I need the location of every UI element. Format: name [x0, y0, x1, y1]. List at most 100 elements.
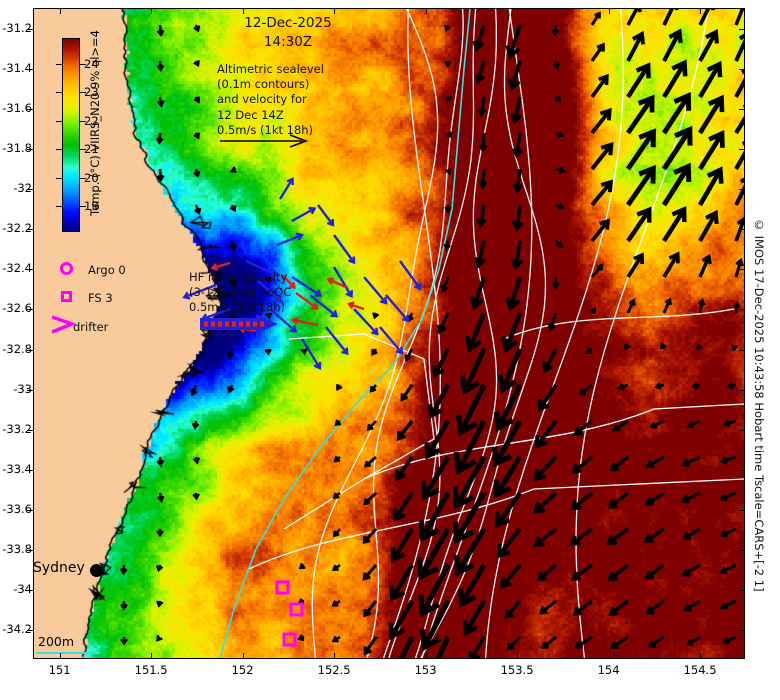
velocity-vector-head: [572, 606, 583, 616]
hf-radar-velocity-scale-arrow: [200, 314, 278, 334]
velocity-vector-head: [649, 421, 658, 430]
velocity-vector-head: [706, 60, 723, 78]
isobath-legend-line: [36, 652, 100, 654]
velocity-vector-head: [264, 276, 272, 284]
velocity-vector-head: [536, 571, 547, 582]
velocity-vector-head: [156, 64, 165, 72]
velocity-vector-head: [444, 60, 452, 68]
velocity-vector-head: [644, 570, 655, 580]
hf-radar-vector-head: [289, 325, 298, 333]
velocity-vector-head: [390, 547, 406, 563]
velocity-vector-head: [722, 637, 730, 645]
velocity-vector-head: [723, 419, 731, 428]
velocity-vector: [734, 150, 744, 171]
sst-heatmap-canvas: [34, 9, 744, 658]
hf-radar-vector: [353, 308, 379, 335]
velocity-vector-head: [417, 594, 441, 618]
velocity-vector: [698, 212, 718, 243]
legend-label-argo: Argo 0: [88, 263, 126, 277]
velocity-vector-head: [192, 457, 201, 465]
x-tick-label: 154: [597, 663, 620, 677]
y-tick-mark-right: [739, 309, 745, 311]
hf-radar-vector: [317, 204, 334, 226]
hf-radar-vector: [269, 308, 297, 333]
velocity-vector: [647, 455, 665, 468]
velocity-vector-head: [473, 256, 487, 269]
velocity-vector-head: [681, 568, 691, 577]
hf-radar-vector-red: [212, 261, 231, 270]
x-tick-mark-top: [608, 8, 610, 14]
velocity-vector: [662, 253, 680, 278]
hf-radar-vector-head: [295, 232, 304, 241]
y-tick-label: -33.4: [2, 461, 32, 476]
hf-radar-vector-head: [308, 206, 317, 215]
velocity-vector-head: [395, 469, 407, 482]
velocity-vector-head: [735, 257, 744, 267]
velocity-vector-head: [617, 383, 625, 391]
velocity-vector-head: [638, 164, 656, 184]
velocity-vector-head: [600, 179, 614, 193]
velocity-vector-head: [297, 634, 305, 642]
colorbar-tick-label: 21: [84, 142, 99, 157]
colorbar-tick-label: 23: [84, 85, 99, 100]
velocity-vector-head: [496, 544, 511, 559]
hf-radar-vector: [332, 266, 353, 297]
hf-radar-vector-head: [313, 361, 322, 370]
velocity-vector: [515, 204, 522, 229]
velocity-vector: [474, 24, 486, 50]
y-tick-mark: [27, 109, 33, 111]
velocity-vector: [662, 30, 682, 62]
y-tick-label: -31.2: [2, 21, 32, 36]
velocity-vector-head: [331, 635, 339, 643]
velocity-vector: [433, 348, 450, 376]
velocity-vector-head: [156, 530, 164, 538]
colorbar-tick-mark-right: [80, 120, 86, 122]
altimetric-velocity-scale-arrow: [220, 134, 309, 148]
velocity-vector-head: [673, 162, 692, 182]
velocity-vector: [645, 527, 665, 543]
velocity-vector: [610, 455, 630, 472]
y-tick-label: -33: [13, 381, 32, 396]
y-tick-mark-right: [739, 109, 745, 111]
velocity-vector-head: [193, 170, 201, 179]
velocity-vector: [418, 527, 451, 578]
velocity-vector-head: [333, 455, 341, 463]
hf-radar-vector-red-head: [290, 316, 299, 325]
velocity-vector: [682, 491, 701, 503]
velocity-vector-head: [396, 430, 407, 442]
velocity-vector-head: [589, 307, 597, 315]
velocity-vector-head: [191, 422, 200, 430]
velocity-vector: [494, 455, 523, 496]
velocity-vector: [661, 94, 691, 135]
velocity-vector: [454, 491, 487, 542]
y-tick-mark: [27, 629, 33, 631]
velocity-vector-overlay: [119, 9, 744, 658]
velocity-vector-head: [505, 296, 521, 312]
velocity-vector-head: [192, 493, 200, 501]
colorbar-tick-label: 24: [84, 56, 99, 71]
velocity-vector-head: [578, 388, 587, 396]
velocity-vector-head: [511, 147, 524, 159]
velocity-vector: [393, 491, 414, 521]
hf-radar-vector-head: [326, 218, 335, 227]
velocity-vector-head: [719, 456, 728, 465]
velocity-vector: [534, 455, 558, 481]
x-tick-label: 151: [48, 663, 71, 677]
hf-radar-vector-head: [270, 269, 279, 278]
hf-radar-vector-red: [328, 278, 347, 289]
velocity-vector-head: [190, 389, 198, 397]
velocity-vector-head: [424, 442, 442, 460]
velocity-vector: [454, 455, 487, 507]
velocity-vector-head: [537, 399, 550, 412]
velocity-vector-head: [300, 348, 308, 356]
velocity-vector: [508, 24, 522, 57]
sealevel-contour: [366, 9, 464, 658]
velocity-vector: [609, 491, 630, 509]
hf-radar-vector-head: [401, 314, 410, 323]
velocity-vector-head: [453, 451, 477, 475]
velocity-vector-head: [707, 94, 725, 113]
velocity-vector-head: [708, 130, 725, 148]
velocity-vector-head: [631, 30, 646, 45]
velocity-vector-head: [644, 497, 654, 506]
velocity-vector-head: [454, 555, 475, 577]
